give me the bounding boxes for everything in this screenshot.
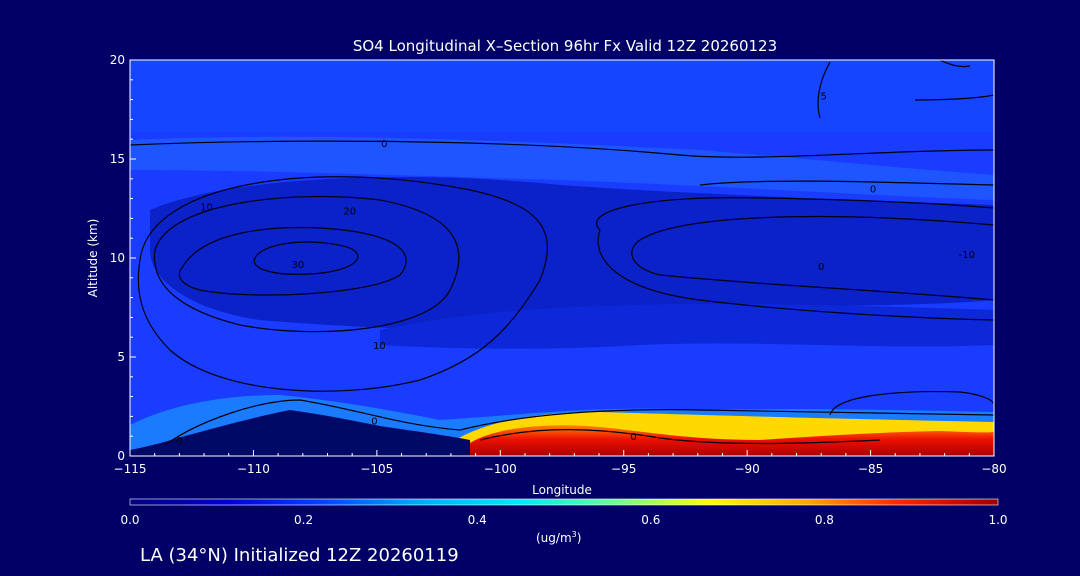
- x-tick-label: −80: [981, 462, 1006, 476]
- contour-line: [817, 60, 994, 119]
- x-tick-label: −95: [611, 462, 636, 476]
- contour-line: [137, 176, 548, 392]
- y-tick-label: 10: [110, 251, 125, 265]
- colorbar-tick-label: 0.0: [120, 513, 139, 527]
- contour-line: [178, 226, 407, 296]
- contour-label: 0: [818, 262, 824, 273]
- terrain: [130, 410, 470, 456]
- colorbar-tick-label: 1.0: [988, 513, 1007, 527]
- x-axis: −115 −110 −105 −100 −95 −90 −85 −80: [114, 450, 1007, 476]
- contour-line: [153, 195, 460, 333]
- contour-line: [829, 391, 994, 416]
- contour-label: 30: [291, 260, 304, 271]
- contour-label: 10: [373, 341, 386, 352]
- colorbar-label-sup: 3: [572, 530, 577, 539]
- y-axis-label: Altitude (km): [86, 219, 100, 298]
- plot-area: 30 20 10 10 0 0 0 0 0 0 -10 5: [130, 60, 994, 456]
- x-tick-label: −90: [734, 462, 759, 476]
- mid-dark-region: [150, 177, 994, 330]
- x-axis-label: Longitude: [532, 483, 592, 497]
- x-tick-label: −100: [484, 462, 517, 476]
- colorbar-tick-label: 0.6: [641, 513, 660, 527]
- contour-label: 0: [870, 185, 876, 196]
- contour-label: 20: [343, 206, 356, 217]
- contour-label: 0: [176, 436, 182, 447]
- colorbar-label-end: ): [577, 531, 582, 545]
- stratosphere-layer: [130, 60, 994, 132]
- contour-line: [164, 399, 994, 446]
- contour-label: 5: [820, 92, 826, 103]
- x-tick-label: −105: [360, 462, 393, 476]
- colorbar-ticks: 0.0 0.2 0.4 0.6 0.8 1.0: [120, 513, 1007, 527]
- contour-line: [479, 429, 881, 445]
- footer-caption: LA (34°N) Initialized 12Z 20260119: [140, 545, 459, 566]
- lower-dark-region: [380, 304, 994, 349]
- contour-label: 0: [371, 416, 377, 427]
- colorbar-label: (ug/m3): [536, 530, 581, 545]
- y-tick-label: 5: [117, 350, 125, 364]
- y-tick-label: 0: [117, 449, 125, 463]
- colorbar-label-text: (ug/m: [536, 531, 572, 545]
- colorbar-tick-label: 0.2: [294, 513, 313, 527]
- x-tick-label: −85: [858, 462, 883, 476]
- contour-line: [596, 197, 994, 321]
- contour-label: 10: [200, 202, 213, 213]
- contour-label: 0: [630, 432, 636, 443]
- contour-label: 0: [381, 139, 387, 150]
- x-tick-label: −115: [114, 462, 147, 476]
- contour-line: [631, 216, 994, 301]
- contour-label: -10: [959, 250, 975, 261]
- colorbar-tick-label: 0.8: [815, 513, 834, 527]
- y-axis: 0 5 10 15 20: [110, 53, 136, 463]
- contour-line: [699, 180, 994, 186]
- contour-lines: [130, 60, 994, 446]
- colorbar-bar: [129, 498, 999, 506]
- y-tick-label: 20: [110, 53, 125, 67]
- contour-line: [130, 140, 994, 158]
- y-tick-label: 15: [110, 152, 125, 166]
- upper-light-layer: [130, 136, 994, 200]
- chart-title: SO4 Longitudinal X–Section 96hr Fx Valid…: [353, 37, 777, 55]
- contour-labels: 30 20 10 10 0 0 0 0 0 0 -10 5: [176, 92, 975, 448]
- x-tick-label: −110: [237, 462, 270, 476]
- colorbar: 0.0 0.2 0.4 0.6 0.8 1.0 (ug/m3): [120, 498, 1008, 545]
- colorbar-tick-label: 0.4: [468, 513, 487, 527]
- pollution-band: [470, 425, 994, 456]
- contour-line: [253, 241, 359, 275]
